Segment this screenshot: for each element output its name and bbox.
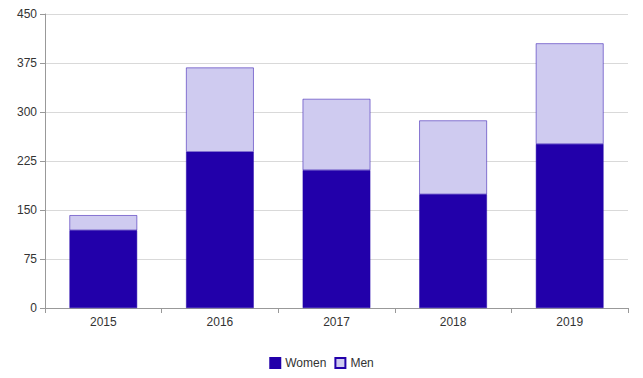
svg-text:2015: 2015 xyxy=(90,315,117,329)
svg-text:2016: 2016 xyxy=(207,315,234,329)
svg-text:Women: Women xyxy=(285,356,326,370)
svg-text:450: 450 xyxy=(17,7,37,21)
svg-text:2019: 2019 xyxy=(556,315,583,329)
svg-text:225: 225 xyxy=(17,154,37,168)
svg-text:375: 375 xyxy=(17,56,37,70)
svg-text:2018: 2018 xyxy=(440,315,467,329)
svg-text:2017: 2017 xyxy=(323,315,350,329)
svg-text:300: 300 xyxy=(17,105,37,119)
svg-text:150: 150 xyxy=(17,203,37,217)
svg-text:0: 0 xyxy=(30,301,37,315)
svg-text:Men: Men xyxy=(350,356,373,370)
svg-text:75: 75 xyxy=(24,252,38,266)
